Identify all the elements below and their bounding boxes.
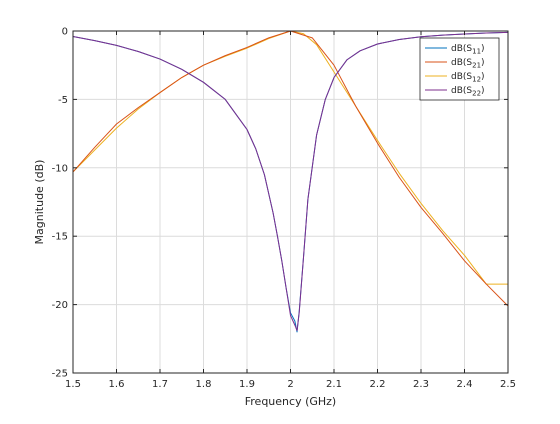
x-tick-label: 2.2 <box>370 379 386 390</box>
x-tick-label: 2.3 <box>413 379 429 390</box>
x-tick-label: 1.7 <box>152 379 168 390</box>
legend-entry-label: dB(S21) <box>451 58 485 70</box>
legend: dB(S11) dB(S21) dB(S12) dB(S22) <box>419 37 500 101</box>
y-tick-label: -20 <box>52 300 68 311</box>
y-tick-label: -10 <box>52 163 68 174</box>
y-tick-label: -25 <box>52 369 68 380</box>
x-tick-label: 1.9 <box>239 379 255 390</box>
x-tick-label: 2.4 <box>457 379 473 390</box>
y-tick-label: -5 <box>58 95 68 106</box>
x-tick-label: 2.5 <box>500 379 516 390</box>
legend-entry-label: dB(S11) <box>451 44 485 56</box>
legend-entry-label: dB(S22) <box>451 86 485 98</box>
series-line-12 <box>72 30 508 285</box>
y-axis-label: Magnitude (dB) <box>33 160 46 245</box>
x-tick-label: 2.1 <box>326 379 342 390</box>
series-line-22 <box>72 31 509 332</box>
y-tick-label: 0 <box>62 27 68 38</box>
x-tick-label: 2 <box>287 379 293 390</box>
x-tick-label: 1.8 <box>196 379 212 390</box>
y-tick-label: -15 <box>52 232 68 243</box>
x-tick-label: 1.5 <box>65 379 81 390</box>
x-axis-label: Frequency (GHz) <box>245 395 336 408</box>
x-tick-label: 1.6 <box>109 379 125 390</box>
legend-entry-label: dB(S12) <box>451 72 485 84</box>
ticks: 1.5 1.6 1.7 1.8 1.9 2 2.1 2.2 2.3 2.4 2.5 0 -5 -10 -15… <box>52 27 516 391</box>
